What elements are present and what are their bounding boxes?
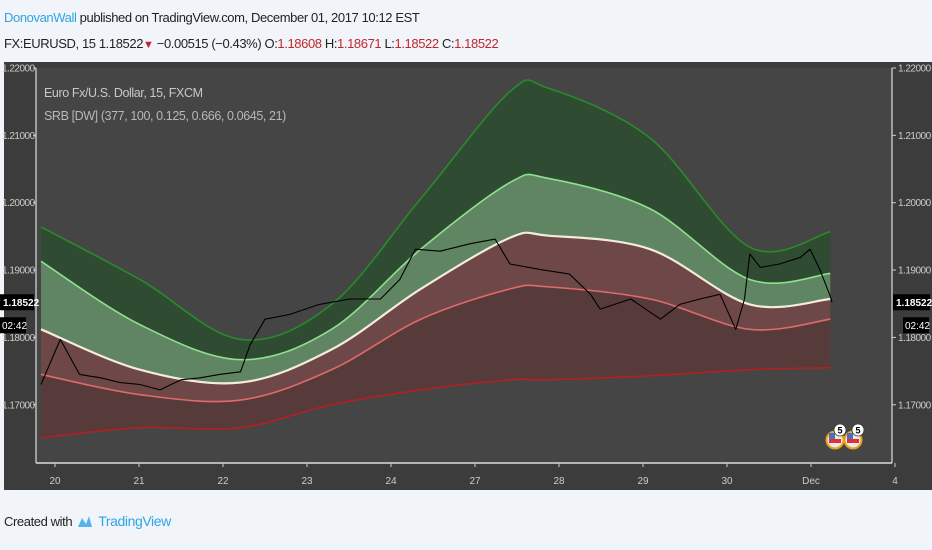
countdown-label: 02:42 (905, 321, 930, 332)
event-marker[interactable]: 5 (843, 423, 865, 450)
x-tick-label: 24 (385, 476, 397, 487)
flag-stripe (847, 439, 859, 443)
symbol: FX:EURUSD, 15 (4, 36, 96, 51)
high-label: H: (324, 36, 338, 51)
y-tick-label: 1.21000 (2, 131, 36, 142)
y-tick-label: 1.20000 (2, 198, 36, 209)
event-count-badge (851, 423, 865, 437)
high-value: 1.18671 (337, 36, 382, 51)
y-tick-label: 1.19000 (898, 266, 932, 277)
band-fill-center (41, 232, 831, 402)
flag-stripe (829, 439, 841, 443)
band-fill-inner-lower (41, 285, 831, 438)
x-tick-label: 30 (721, 476, 733, 487)
x-tick-label: 22 (217, 476, 229, 487)
x-tick-label: 4 (892, 476, 898, 487)
low-value: 1.18522 (394, 36, 440, 51)
symbol-info: FX:EURUSD, 15 1.18522▼ −0.00515 (−0.43%)… (4, 36, 499, 51)
y-tick-label: 1.17000 (898, 400, 932, 411)
close-label: C: (441, 36, 455, 51)
x-tick-label: 29 (637, 476, 649, 487)
price-series-line (40, 238, 833, 391)
band-fill-outer-upper (41, 80, 831, 360)
x-tick-label: 28 (553, 476, 565, 487)
band-line-inner-lower (40, 284, 831, 403)
countdown-marker (903, 317, 929, 334)
created-with-text: Created with (4, 513, 73, 529)
x-tick-label: 23 (301, 476, 313, 487)
flag-canton (829, 433, 835, 439)
last-price-label: 1.18522 (3, 298, 40, 309)
band-line-inner-upper (40, 173, 831, 361)
x-tick-label: 21 (133, 476, 145, 487)
last-price-label: 1.18522 (896, 298, 932, 309)
legend-indicator[interactable]: SRB [DW] (377, 100, 0.125, 0.666, 0.0645… (44, 109, 287, 123)
legend-title: Euro Fx/U.S. Dollar, 15, FXCM (44, 86, 203, 100)
y-tick-label: 1.19000 (2, 266, 36, 277)
y-tick-label: 1.18000 (2, 333, 36, 344)
flag-canton (847, 433, 853, 439)
x-tick-label: Dec (802, 476, 820, 487)
price-change: −0.00515 (−0.43%) (156, 36, 262, 51)
x-tick-label: 20 (49, 476, 61, 487)
event-count: 5 (837, 426, 842, 436)
band-line-outer-lower (40, 366, 831, 439)
event-count-badge (833, 423, 847, 437)
close-value: 1.18522 (454, 36, 499, 51)
y-tick-label: 1.21000 (898, 131, 932, 142)
countdown-marker (0, 317, 26, 334)
y-tick-label: 1.20000 (898, 198, 932, 209)
open-label: O: (264, 36, 278, 51)
author-link[interactable]: DonovanWall (4, 10, 77, 25)
open-value: 1.18608 (277, 36, 322, 51)
x-tick-label: 27 (469, 476, 481, 487)
last-price-marker (893, 294, 930, 311)
last-price-marker (0, 294, 34, 311)
y-tick-label: 1.18000 (898, 333, 932, 344)
tradingview-logo-icon (78, 516, 93, 527)
y-tick-label: 1.22000 (898, 64, 932, 75)
publish-info: DonovanWall published on TradingView.com… (4, 10, 420, 25)
last-price: 1.18522 (98, 36, 144, 51)
band-line-outer-upper (40, 79, 831, 341)
published-text: published on TradingView.com, December 0… (79, 10, 420, 25)
y-tick-label: 1.22000 (2, 64, 36, 75)
countdown-label: 02:42 (2, 321, 27, 332)
event-count: 5 (855, 426, 860, 436)
footer: Created with TradingView (4, 513, 171, 529)
triangle-down-icon: ▼ (143, 39, 154, 51)
event-marker[interactable]: 5 (825, 423, 847, 450)
y-tick-label: 1.17000 (2, 400, 36, 411)
low-label: L: (384, 36, 395, 51)
tradingview-link[interactable]: TradingView (98, 513, 171, 529)
